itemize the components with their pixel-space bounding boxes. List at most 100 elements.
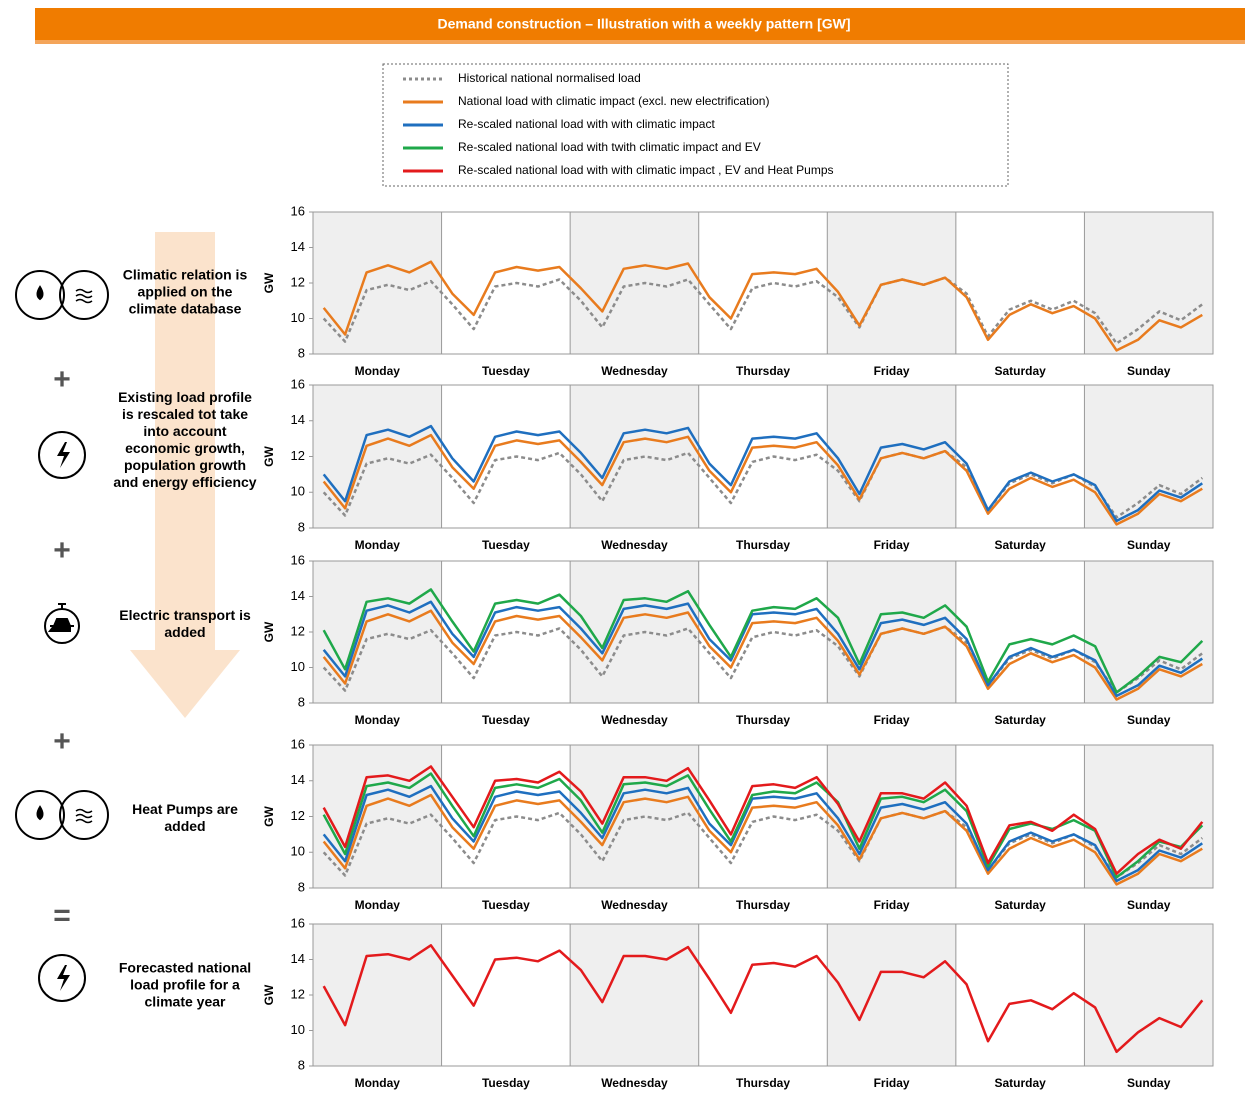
x-tick-label: Thursday <box>736 898 790 912</box>
x-tick-label: Thursday <box>736 364 790 378</box>
step-text: Electric transport is added <box>119 607 251 640</box>
y-tick-label: 14 <box>291 239 305 254</box>
series-line <box>322 944 1204 1054</box>
y-tick-label: 14 <box>291 772 305 787</box>
x-tick-label: Sunday <box>1127 713 1171 727</box>
y-tick-label: 8 <box>298 1057 305 1072</box>
series-line <box>322 433 1203 526</box>
y-tick-label: 16 <box>291 552 305 567</box>
series-line <box>322 772 1204 879</box>
operator: + <box>53 534 71 567</box>
power-icon <box>38 431 86 479</box>
y-tick-label: 10 <box>291 844 305 859</box>
operator: = <box>53 899 71 932</box>
legend-label: Re-scaled national load with with climat… <box>458 117 715 131</box>
y-tick-label: 16 <box>291 736 305 751</box>
x-tick-label: Friday <box>874 898 910 912</box>
x-tick-label: Friday <box>874 538 910 552</box>
day-shade <box>1084 924 1213 1066</box>
x-tick-label: Tuesday <box>482 898 530 912</box>
y-tick-label: 16 <box>291 376 305 391</box>
day-shade <box>570 385 699 528</box>
operator: + <box>53 725 71 758</box>
y-tick-label: 12 <box>291 274 305 289</box>
y-tick-label: 8 <box>298 694 305 709</box>
y-axis-label: GW <box>262 984 276 1005</box>
series-line <box>322 609 1203 701</box>
series-line <box>322 260 1203 352</box>
x-tick-label: Sunday <box>1127 1076 1171 1090</box>
series-line <box>322 424 1203 523</box>
arrow-head <box>130 650 240 718</box>
legend-label: Re-scaled national load with with climat… <box>458 163 834 177</box>
x-tick-label: Monday <box>355 1076 401 1090</box>
plot-frame <box>312 384 1214 529</box>
x-tick-label: Friday <box>874 1076 910 1090</box>
x-tick-label: Saturday <box>994 538 1046 552</box>
day-shade <box>570 745 699 888</box>
x-tick-label: Thursday <box>736 713 790 727</box>
x-tick-label: Monday <box>355 364 401 378</box>
ev-icon <box>44 603 80 644</box>
x-tick-label: Saturday <box>994 364 1046 378</box>
x-tick-label: Tuesday <box>482 364 530 378</box>
series-line <box>322 600 1203 698</box>
x-tick-label: Sunday <box>1127 538 1171 552</box>
x-tick-label: Wednesday <box>601 713 668 727</box>
x-tick-label: Monday <box>355 538 401 552</box>
x-tick-label: Sunday <box>1127 364 1171 378</box>
climate-icon <box>15 790 109 840</box>
y-axis-label: GW <box>262 806 276 827</box>
y-tick-label: 8 <box>298 519 305 534</box>
header-shadow <box>35 40 1245 44</box>
x-tick-label: Wednesday <box>601 364 668 378</box>
series-line <box>322 588 1204 694</box>
y-tick-label: 10 <box>291 484 305 499</box>
y-axis-label: GW <box>262 446 276 467</box>
y-tick-label: 16 <box>291 915 305 930</box>
header-bar <box>35 8 1245 42</box>
day-shade <box>313 924 442 1066</box>
series-line <box>322 784 1203 883</box>
x-tick-label: Thursday <box>736 538 790 552</box>
legend-label: National load with climatic impact (excl… <box>458 94 769 108</box>
x-tick-label: Wednesday <box>601 1076 668 1090</box>
x-tick-label: Wednesday <box>601 898 668 912</box>
step-text: Forecasted national load profile for a c… <box>118 959 252 1010</box>
day-shade <box>570 924 699 1066</box>
step-text: Heat Pumps are added <box>132 801 238 834</box>
series-line <box>322 765 1204 875</box>
day-shade <box>313 561 442 703</box>
series-line <box>322 276 1204 345</box>
y-tick-label: 14 <box>291 412 305 427</box>
x-tick-label: Friday <box>874 713 910 727</box>
x-tick-label: Wednesday <box>601 538 668 552</box>
day-shade <box>313 385 442 528</box>
x-tick-label: Tuesday <box>482 538 530 552</box>
y-tick-label: 8 <box>298 345 305 360</box>
day-shade <box>313 212 442 354</box>
x-tick-label: Monday <box>355 713 401 727</box>
plot-frame <box>312 211 1214 355</box>
climate-icon <box>15 270 109 320</box>
arrow-shaft <box>155 232 215 650</box>
step-text: Climatic relation is applied on the clim… <box>122 266 248 317</box>
operator: + <box>53 363 71 396</box>
x-tick-label: Thursday <box>736 1076 790 1090</box>
series-line <box>322 793 1203 886</box>
x-tick-label: Saturday <box>994 713 1046 727</box>
plot-frame <box>312 560 1214 704</box>
step-text: Existing load profile is rescaled tot ta… <box>113 389 257 490</box>
y-tick-label: 8 <box>298 879 305 894</box>
legend-box <box>382 63 1009 187</box>
y-tick-label: 14 <box>291 951 305 966</box>
y-axis-label: GW <box>262 272 276 293</box>
legend-label: Re-scaled national load with twith clima… <box>458 140 761 154</box>
series-line <box>322 625 1204 694</box>
y-tick-label: 10 <box>291 1022 305 1037</box>
x-tick-label: Tuesday <box>482 1076 530 1090</box>
y-tick-label: 12 <box>291 448 305 463</box>
x-tick-label: Monday <box>355 898 401 912</box>
